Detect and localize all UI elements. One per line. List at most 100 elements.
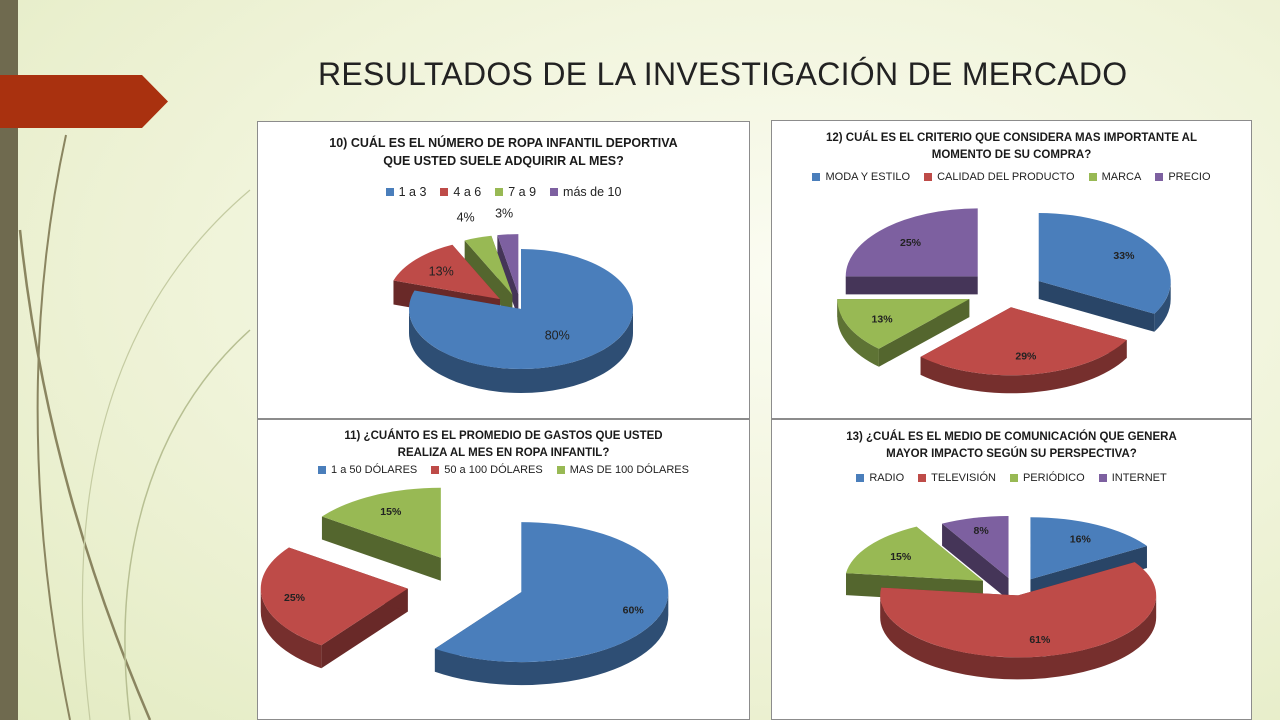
legend-swatch xyxy=(1009,474,1018,482)
title-accent-flag xyxy=(0,75,168,128)
left-sidebar-bar xyxy=(0,0,18,720)
data-label-4-a-6: 13% xyxy=(429,264,454,278)
pie-slice-precio xyxy=(845,208,978,295)
chart-legend: RADIO TELEVISIÓN PERIÓDICO INTERNET xyxy=(772,472,1251,484)
legend-item-moda-y-estilo: MODA Y ESTILO xyxy=(812,171,910,183)
pie-slice-mas-de-10 xyxy=(497,234,519,319)
legend-label: RADIO xyxy=(869,472,905,484)
legend-label: PERIÓDICO xyxy=(1022,472,1085,484)
data-label-1-a-3: 80% xyxy=(545,329,570,343)
pie-slice-internet xyxy=(942,515,1009,600)
chart-title: 13) ¿CUÁL ES EL MEDIO DE COMUNICACIÓN QU… xyxy=(772,429,1251,462)
data-label-periodico: 15% xyxy=(890,551,912,563)
slide-title: RESULTADOS DE LA INVESTIGACIÓN DE MERCAD… xyxy=(318,56,1128,92)
data-label-mas-de-10: 3% xyxy=(495,206,513,220)
chart-title: 11) ¿CUÁNTO ES EL PROMEDIO DE GASTOS QUE… xyxy=(258,428,749,461)
legend-swatch xyxy=(318,466,327,474)
legend-item-mas-de-10: más de 10 xyxy=(550,185,621,199)
data-label-50-a-100-dolares: 25% xyxy=(284,592,306,604)
pie-slice-marca xyxy=(837,299,970,367)
chart-title: 10) CUÁL ES EL NÚMERO DE ROPA INFANTIL D… xyxy=(258,135,749,170)
chart-title-line: QUE USTED SUELE ADQUIRIR AL MES? xyxy=(383,153,624,168)
legend-swatch xyxy=(812,173,821,181)
legend-item-television: TELEVISIÓN xyxy=(918,472,996,484)
data-label-radio: 16% xyxy=(1070,533,1092,545)
data-label-television: 61% xyxy=(1029,634,1051,646)
pie-slice-7-a-9 xyxy=(464,235,513,319)
chart-title-line: 11) ¿CUÁNTO ES EL PROMEDIO DE GASTOS QUE… xyxy=(344,430,663,442)
legend-label: 4 a 6 xyxy=(453,185,482,199)
chart-title-line: 10) CUÁL ES EL NÚMERO DE ROPA INFANTIL D… xyxy=(329,136,678,150)
data-label-marca: 13% xyxy=(872,314,894,326)
legend-swatch xyxy=(495,188,504,196)
legend-label: 1 a 50 DÓLARES xyxy=(331,464,418,476)
legend-label: PRECIO xyxy=(1168,171,1211,183)
data-label-precio: 25% xyxy=(900,237,922,249)
data-label-moda-y-estilo: 33% xyxy=(1113,250,1135,262)
legend-item-radio: RADIO xyxy=(856,472,904,484)
legend-swatch xyxy=(918,474,927,482)
legend-item-50-a-100-dolares: 50 a 100 DÓLARES xyxy=(431,464,543,476)
chart-title-line: REALIZA AL MES EN ROPA INFANTIL? xyxy=(397,446,610,459)
legend-swatch xyxy=(385,188,394,196)
data-label-calidad-del-producto: 29% xyxy=(1015,351,1037,363)
data-label-internet: 8% xyxy=(973,525,989,537)
legend-item-calidad-del-producto: CALIDAD DEL PRODUCTO xyxy=(924,171,1075,183)
chart-panel-q10: 80% 13% 4% 3% 10) CUÁL ES EL NÚMERO DE ROPA … xyxy=(257,121,750,419)
chart-panel-q13: 16% 61% 15% 8% 13) ¿CUÁL ES EL MEDIO DE COMU… xyxy=(771,419,1252,720)
legend-swatch xyxy=(556,466,565,474)
pie-slice-1-a-50-dolares xyxy=(434,522,669,686)
pie-chart-svg: 60% 25% 15% xyxy=(260,487,669,686)
legend-swatch xyxy=(1088,173,1097,181)
chart-legend: MODA Y ESTILO CALIDAD DEL PRODUCTO MARCA PR… xyxy=(772,171,1251,183)
legend-swatch xyxy=(431,466,440,474)
chart-title-line: MAYOR IMPACTO SEGÚN SU PERSPECTIVA? xyxy=(886,447,1137,460)
data-label-1-a-50-dolares: 60% xyxy=(623,604,645,616)
legend-item-4-a-6: 4 a 6 xyxy=(440,185,481,199)
legend-swatch xyxy=(550,188,559,196)
legend-item-mas-de-100-dolares: MAS DE 100 DÓLARES xyxy=(556,464,689,476)
legend-item-periodico: PERIÓDICO xyxy=(1009,472,1085,484)
legend-item-marca: MARCA xyxy=(1088,171,1142,183)
pie-chart-svg: 16% 61% 15% 8% xyxy=(846,515,1157,680)
legend-swatch xyxy=(1098,474,1107,482)
pie-slice-50-a-100-dolares xyxy=(260,547,408,669)
pie-slice-moda-y-estilo xyxy=(1038,213,1171,332)
chart-title-line: 12) CUÁL ES EL CRITERIO QUE CONSIDERA MA… xyxy=(825,132,1197,144)
legend-item-1-a-50-dolares: 1 a 50 DÓLARES xyxy=(318,464,417,476)
legend-label: CALIDAD DEL PRODUCTO xyxy=(937,171,1075,183)
pie-slice-mas-de-100-dolares xyxy=(321,487,441,581)
legend-label: TELEVISIÓN xyxy=(931,472,996,484)
legend-swatch xyxy=(440,188,449,196)
data-label-7-a-9: 4% xyxy=(457,211,475,225)
legend-swatch xyxy=(924,173,933,181)
legend-item-internet: INTERNET xyxy=(1098,472,1167,484)
legend-label: MARCA xyxy=(1101,171,1142,183)
chart-title: 12) CUÁL ES EL CRITERIO QUE CONSIDERA MA… xyxy=(772,130,1251,163)
legend-label: MAS DE 100 DÓLARES xyxy=(569,464,689,476)
chart-title-line: 13) ¿CUÁL ES EL MEDIO DE COMUNICACIÓN QU… xyxy=(846,431,1177,443)
chart-panel-q11: 60% 25% 15% 11) ¿CUÁNTO ES EL PROMEDIO DE G… xyxy=(257,419,750,720)
legend-item-precio: PRECIO xyxy=(1155,171,1211,183)
legend-label: INTERNET xyxy=(1111,472,1167,484)
legend-label: 7 a 9 xyxy=(508,185,537,199)
legend-label: más de 10 xyxy=(563,185,622,199)
legend-item-1-a-3: 1 a 3 xyxy=(385,185,427,199)
legend-label: 50 a 100 DÓLARES xyxy=(444,464,543,476)
legend-label: MODA Y ESTILO xyxy=(825,171,911,183)
data-label-mas-de-100-dolares: 15% xyxy=(380,506,402,518)
legend-label: 1 a 3 xyxy=(398,185,427,199)
pie-chart-svg: 80% 13% 4% 3% xyxy=(393,206,633,393)
chart-title-line: MOMENTO DE SU COMPRA? xyxy=(931,148,1092,161)
legend-swatch xyxy=(1155,173,1164,181)
chart-legend: 1 a 3 4 a 6 7 a 9 más de 10 xyxy=(258,185,749,199)
pie-slice-television xyxy=(880,562,1157,680)
pie-slice-1-a-3 xyxy=(409,249,633,393)
chart-panel-q12: 33% 29% 13% 25% 12) CUÁL ES EL CRITERIO QUE … xyxy=(771,120,1252,419)
pie-chart-svg: 33% 29% 13% 25% xyxy=(837,208,1171,394)
pie-slice-calidad-del-producto xyxy=(920,307,1127,394)
chart-legend: 1 a 50 DÓLARES 50 a 100 DÓLARES MAS DE 100… xyxy=(258,464,749,476)
legend-swatch xyxy=(856,474,865,482)
legend-item-7-a-9: 7 a 9 xyxy=(495,185,536,199)
decorative-curves xyxy=(18,134,251,720)
